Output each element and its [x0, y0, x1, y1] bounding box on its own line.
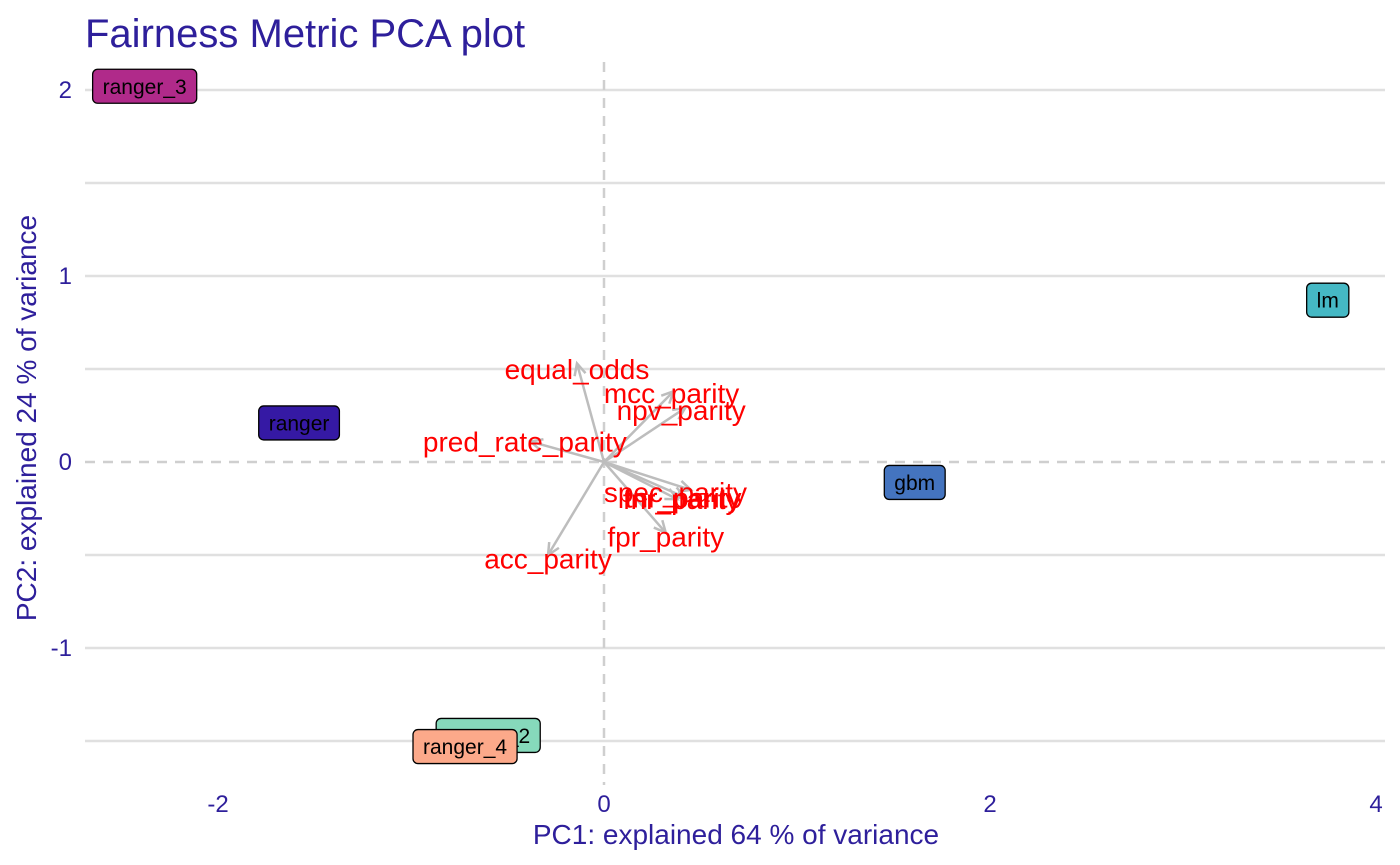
loading-label-pred-rate-parity: pred_rate_parity	[423, 427, 627, 458]
chart-title: Fairness Metric PCA plot	[85, 12, 525, 56]
x-tick-label: 4	[1369, 791, 1382, 818]
model-label-text: ranger	[269, 412, 330, 435]
loading-arrow-spec-parity	[603, 460, 692, 492]
y-axis-title: PC2: explained 24 % of variance	[11, 215, 42, 621]
axis-ticks: -2 0 2 4 -1 0 1 2	[51, 77, 1383, 818]
model-label-box	[258, 405, 341, 441]
loading-arrows	[527, 360, 694, 558]
model-label-box	[412, 728, 518, 765]
model-label-ranger-3: ranger_3	[91, 68, 198, 104]
loading-arrowhead	[573, 360, 587, 377]
model-label-box	[883, 464, 946, 501]
loading-label-fnr-parity: fnr_parity	[623, 484, 740, 515]
model-label-lm: lm	[1306, 282, 1350, 318]
model-label-text: gbm	[894, 472, 935, 495]
loading-arrowhead	[527, 438, 544, 452]
loading-arrowhead	[677, 480, 694, 493]
loading-arrow-equal-odds	[575, 363, 606, 463]
loading-arrowhead	[653, 519, 668, 535]
loading-arrow-fpr-parity	[603, 461, 667, 534]
loading-arrowhead	[660, 389, 676, 405]
loading-arrow-mcc-parity	[603, 390, 675, 463]
loading-label-npv-parity: npv_parity	[617, 395, 746, 426]
loading-arrow-tnr-parity	[603, 460, 686, 499]
loading-label-acc-parity: acc_parity	[484, 544, 612, 575]
loading-arrowhead	[672, 486, 688, 500]
zero-reference-lines	[85, 62, 1385, 785]
y-tick-label: -1	[51, 635, 72, 662]
loading-label-equal-odds: equal_odds	[505, 354, 650, 385]
loading-arrow-pred-rate-parity	[530, 440, 605, 464]
model-label-box	[91, 68, 198, 104]
model-label-gbm: gbm	[883, 464, 946, 501]
x-axis-title: PC1: explained 64 % of variance	[533, 819, 939, 850]
loading-label-fpr-parity: fpr_parity	[607, 521, 724, 552]
model-label-text: ranger_3	[103, 76, 187, 99]
loading-arrowhead	[546, 541, 560, 558]
loading-arrow-acc-parity	[546, 461, 606, 556]
loading-label-tnr-parity: tnr_parity	[625, 482, 742, 513]
y-tick-label: 1	[59, 263, 72, 290]
x-tick-label: 0	[597, 791, 610, 818]
grid-lines	[85, 88, 1385, 743]
x-tick-label: -2	[207, 791, 228, 818]
loading-arrow-npv-parity	[603, 407, 686, 464]
model-label-box	[1306, 282, 1350, 318]
x-tick-label: 2	[983, 791, 996, 818]
model-label-text: ranger_4	[423, 736, 507, 759]
model-label-text: lm	[1317, 290, 1339, 313]
model-label-ranger-4: ranger_4	[412, 728, 518, 765]
loading-arrowhead	[672, 406, 688, 420]
loading-label-spec-parity: spec_parity	[604, 477, 747, 508]
model-label-ranger: ranger	[258, 405, 341, 441]
y-tick-label: 2	[59, 77, 72, 104]
loading-labels: equal_oddsmcc_paritynpv_paritypred_rate_…	[423, 354, 747, 575]
y-tick-label: 0	[59, 449, 72, 476]
loading-label-mcc-parity: mcc_parity	[604, 378, 739, 409]
